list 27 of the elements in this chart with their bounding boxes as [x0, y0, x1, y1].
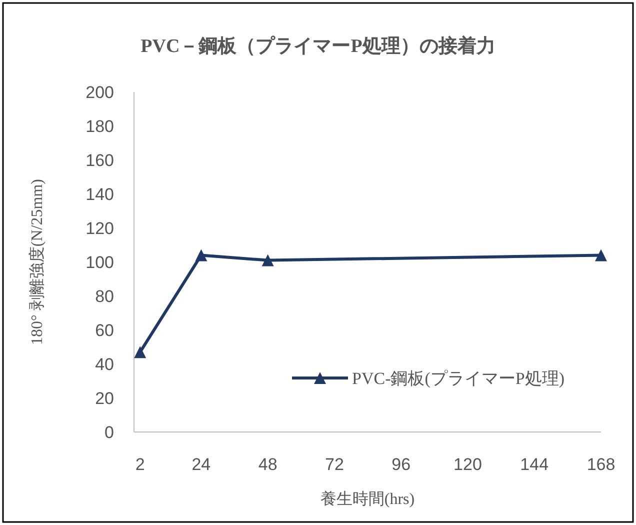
y-tick-label: 140	[86, 185, 114, 204]
y-tick-label: 20	[95, 389, 114, 408]
x-tick-label: 24	[192, 455, 211, 474]
y-tick-label: 120	[86, 219, 114, 238]
point	[595, 249, 607, 262]
x-axis-title: 養生時間(hrs)	[320, 490, 415, 508]
x-tick-label: 168	[586, 455, 616, 474]
x-tick-label: 144	[520, 455, 549, 474]
y-tick-label: 0	[104, 423, 114, 442]
x-tick-label: 120	[454, 455, 482, 474]
y-tick-label: 200	[86, 83, 114, 102]
x-tick-label: 48	[258, 455, 278, 474]
chart-title: PVC－鋼板（プライマーP処理）の接着力	[140, 35, 496, 57]
x-tick-label: 96	[392, 455, 411, 474]
y-tick-label: 80	[95, 287, 114, 306]
y-axis-title: 180° 剥離強度(N/25mm)	[28, 179, 46, 345]
y-tick-label: 60	[95, 321, 114, 340]
point	[134, 346, 146, 358]
y-tick-label: 160	[86, 151, 114, 170]
point	[262, 254, 274, 266]
y-tick-label: 100	[86, 253, 114, 272]
x-tick-label: 2	[135, 455, 145, 474]
legend-label: PVC-鋼板(プライマーP処理)	[352, 369, 565, 388]
point	[195, 249, 208, 262]
y-tick-label: 40	[95, 355, 114, 374]
x-tick-label: 72	[325, 455, 344, 474]
y-tick-label: 180	[86, 117, 114, 136]
